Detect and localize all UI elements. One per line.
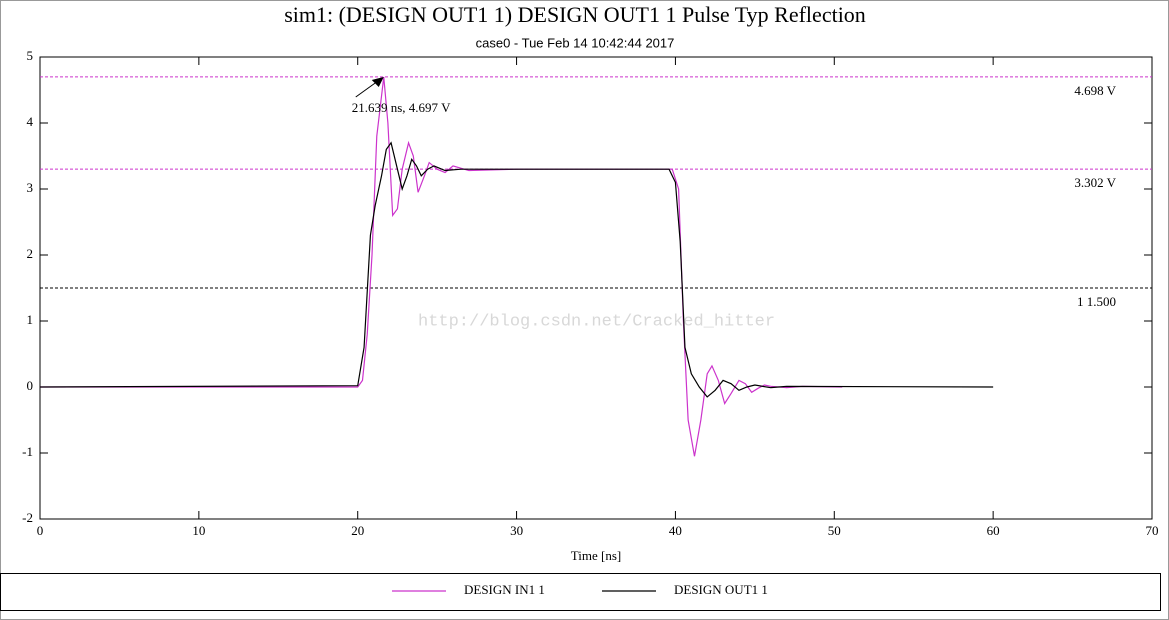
chart-title: sim1: (DESIGN OUT1 1) DESIGN OUT1 1 Puls… <box>284 2 866 27</box>
y-tick-label: 3 <box>27 180 34 195</box>
marker-label: 4.698 V <box>1074 83 1116 98</box>
y-tick-label: -2 <box>22 510 33 525</box>
y-tick-label: 0 <box>27 378 34 393</box>
legend-label: DESIGN IN1 1 <box>464 582 545 597</box>
legend-box <box>0 573 1161 611</box>
x-tick-label: 20 <box>351 523 364 538</box>
chart-subtitle: case0 - Tue Feb 14 10:42:44 2017 <box>476 35 675 50</box>
x-tick-label: 70 <box>1146 523 1159 538</box>
y-tick-label: 5 <box>27 48 34 63</box>
marker-label: 1 1.500 <box>1077 294 1116 309</box>
watermark: http://blog.csdn.net/Cracked_hitter <box>418 312 775 331</box>
x-tick-label: 10 <box>192 523 205 538</box>
y-tick-label: -1 <box>22 444 33 459</box>
y-tick-label: 2 <box>27 246 34 261</box>
x-tick-label: 40 <box>669 523 682 538</box>
x-tick-label: 60 <box>987 523 1000 538</box>
y-tick-label: 1 <box>27 312 34 327</box>
y-tick-label: 4 <box>27 114 34 129</box>
legend-label: DESIGN OUT1 1 <box>674 582 768 597</box>
x-tick-label: 30 <box>510 523 523 538</box>
annotation-arrowhead <box>371 76 384 87</box>
x-axis-label: Time [ns] <box>571 548 621 563</box>
marker-label: 3.302 V <box>1074 175 1116 190</box>
series-line <box>39 141 994 398</box>
annotation: 21.639 ns, 4.697 V <box>352 100 451 115</box>
x-tick-label: 50 <box>828 523 841 538</box>
x-tick-label: 0 <box>37 523 44 538</box>
